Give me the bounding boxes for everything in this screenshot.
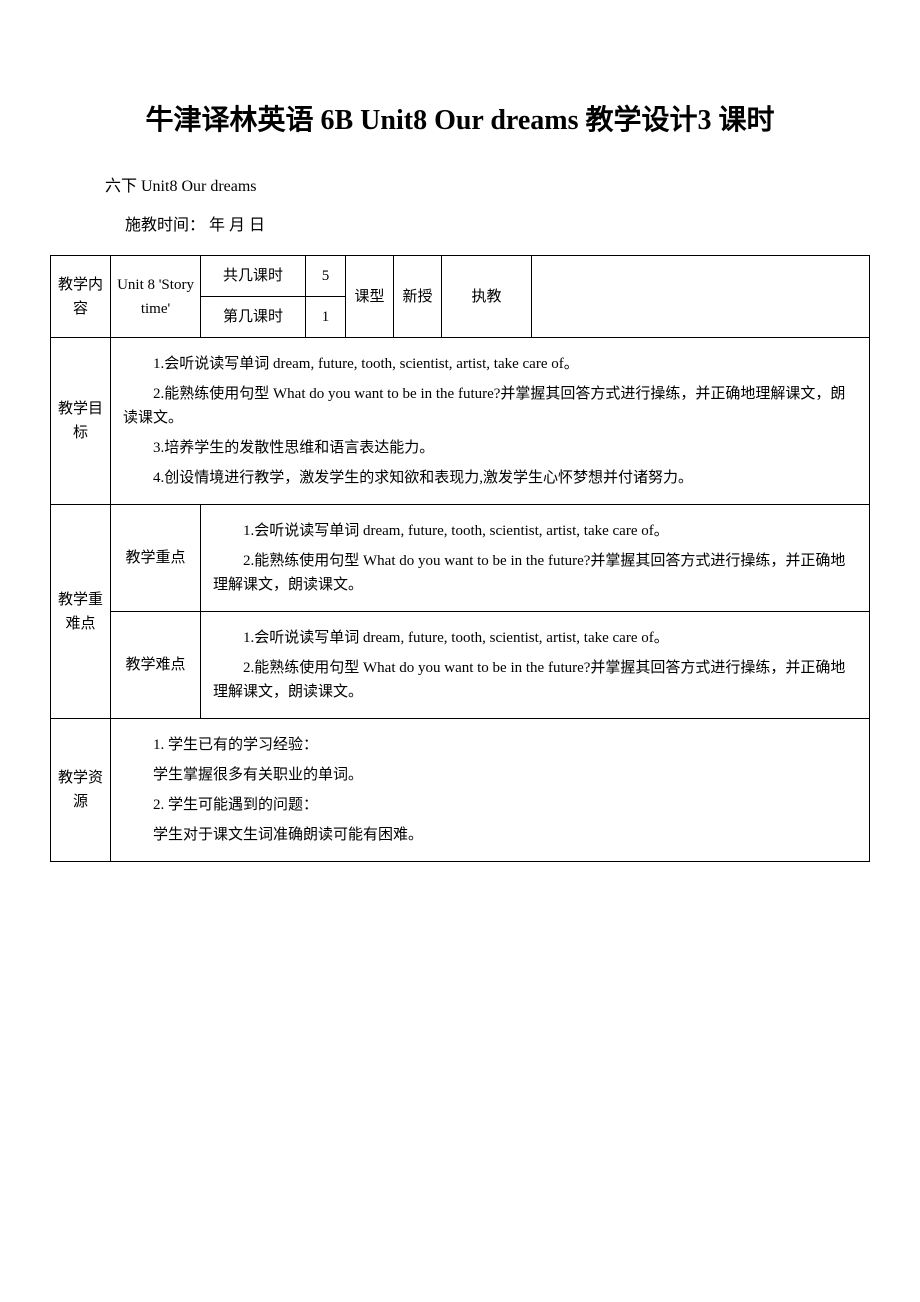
lessons-total-label: 共几课时	[201, 256, 306, 297]
diffpoints-cell: 1.会听说读写单词 dream, future, tooth, scientis…	[201, 612, 870, 719]
lessons-total-value: 5	[306, 256, 346, 297]
table-row: 教学资源 1. 学生已有的学习经验： 学生掌握很多有关职业的单词。 2. 学生可…	[51, 719, 870, 862]
table-row: 教学目标 1.会听说读写单词 dream, future, tooth, sci…	[51, 338, 870, 505]
lessons-which-label: 第几课时	[201, 297, 306, 338]
objective-item: 2.能熟练使用句型 What do you want to be in the …	[123, 382, 857, 430]
objectives-cell: 1.会听说读写单词 dream, future, tooth, scientis…	[111, 338, 870, 505]
unit-cell: Unit 8 'Story time'	[111, 256, 201, 338]
keypoint-item: 1.会听说读写单词 dream, future, tooth, scientis…	[213, 519, 857, 543]
objective-item: 4.创设情境进行教学，激发学生的求知欲和表现力,激发学生心怀梦想并付诸努力。	[123, 466, 857, 490]
keypoints-label: 教学重点	[111, 505, 201, 612]
lessons-which-value: 1	[306, 297, 346, 338]
objective-item: 1.会听说读写单词 dream, future, tooth, scientis…	[123, 352, 857, 376]
row-label-keypoints: 教学重难点	[51, 505, 111, 719]
table-row: 教学难点 1.会听说读写单词 dream, future, tooth, sci…	[51, 612, 870, 719]
meta-line: 施教时间： 年 月 日	[125, 211, 870, 235]
keypoint-item: 2.能熟练使用句型 What do you want to be in the …	[213, 549, 857, 597]
subtitle: 六下 Unit8 Our dreams	[105, 172, 870, 196]
objective-item: 3.培养学生的发散性思维和语言表达能力。	[123, 436, 857, 460]
row-label-content: 教学内容	[51, 256, 111, 338]
resources-cell: 1. 学生已有的学习经验： 学生掌握很多有关职业的单词。 2. 学生可能遇到的问…	[111, 719, 870, 862]
table-row: 教学重难点 教学重点 1.会听说读写单词 dream, future, toot…	[51, 505, 870, 612]
page-title: 牛津译林英语 6B Unit8 Our dreams 教学设计3 课时	[50, 100, 870, 142]
resource-item: 学生对于课文生词准确朗读可能有困难。	[123, 823, 857, 847]
row-label-objectives: 教学目标	[51, 338, 111, 505]
resource-item: 2. 学生可能遇到的问题：	[123, 793, 857, 817]
type-label: 课型	[346, 256, 394, 338]
resource-item: 1. 学生已有的学习经验：	[123, 733, 857, 757]
row-label-resources: 教学资源	[51, 719, 111, 862]
diffpoint-item: 2.能熟练使用句型 What do you want to be in the …	[213, 656, 857, 704]
teacher-label: 执教	[442, 256, 532, 338]
type-value: 新授	[394, 256, 442, 338]
diffpoints-label: 教学难点	[111, 612, 201, 719]
teacher-value	[532, 256, 870, 338]
lesson-plan-table: 教学内容 Unit 8 'Story time' 共几课时 5 课型 新授 执教…	[50, 255, 870, 862]
keypoints-cell: 1.会听说读写单词 dream, future, tooth, scientis…	[201, 505, 870, 612]
diffpoint-item: 1.会听说读写单词 dream, future, tooth, scientis…	[213, 626, 857, 650]
resource-item: 学生掌握很多有关职业的单词。	[123, 763, 857, 787]
table-row: 教学内容 Unit 8 'Story time' 共几课时 5 课型 新授 执教	[51, 256, 870, 297]
